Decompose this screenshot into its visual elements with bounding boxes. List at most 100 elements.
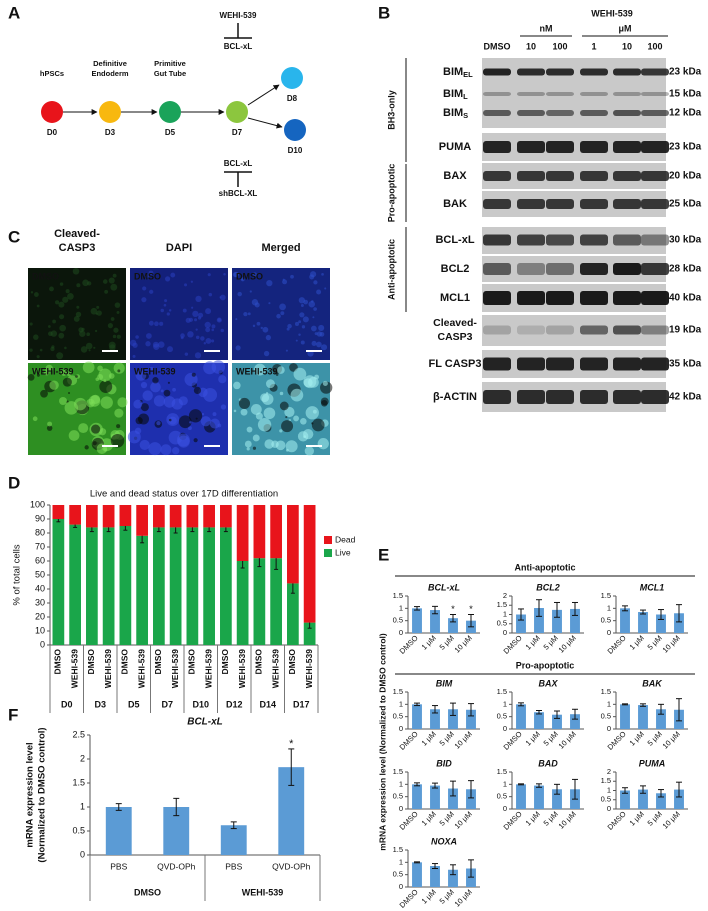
y-tick-label: 0 — [399, 628, 403, 637]
blot-row-label: BAX — [443, 170, 467, 182]
bar-segment — [303, 505, 316, 623]
molecular-weight: 12 kDa — [669, 108, 702, 119]
bar — [220, 825, 247, 855]
bar — [430, 785, 440, 809]
y-tick-label: 0.5 — [393, 870, 403, 879]
x-tick-label: DMSO — [187, 649, 197, 675]
micrograph-texture — [81, 327, 85, 332]
micrograph-texture — [240, 408, 248, 416]
molecular-weight: 15 kDa — [669, 89, 702, 100]
bar — [412, 704, 422, 729]
micrograph-texture — [281, 420, 294, 433]
blot-band — [641, 199, 669, 209]
micrograph-texture — [243, 311, 248, 317]
micrograph-texture — [285, 448, 289, 452]
micrograph-texture — [166, 413, 180, 426]
micrograph-texture — [311, 340, 317, 347]
micrograph-texture — [139, 439, 150, 450]
image-label: DMSO — [236, 271, 263, 281]
micrograph-texture — [284, 406, 295, 418]
micrograph-texture — [314, 332, 318, 336]
blot-row-label: BIMS — [443, 107, 468, 120]
micrograph-texture — [152, 377, 159, 384]
blot-band — [580, 291, 608, 305]
micrograph-texture — [49, 380, 59, 390]
blot-band — [546, 291, 574, 305]
bar-segment — [236, 505, 249, 561]
micrograph-texture — [93, 346, 96, 349]
inhibitor-label: shBCL-XL — [219, 189, 258, 198]
lane-label: 1 — [591, 41, 596, 51]
micrograph-texture — [208, 292, 213, 297]
blot-row-label: PUMA — [439, 141, 471, 153]
micrograph-texture — [260, 393, 270, 403]
blot-band — [546, 357, 574, 371]
micrograph-texture — [285, 349, 288, 352]
x-tick-label: 1 μM — [420, 887, 438, 905]
micrograph-texture — [110, 317, 115, 321]
micrograph-texture — [192, 310, 199, 318]
micrograph-texture — [313, 280, 318, 285]
bar — [412, 784, 422, 809]
micrograph-texture — [112, 273, 117, 278]
micrograph-texture — [312, 316, 315, 319]
x-tick-label: 1 μM — [628, 729, 646, 747]
legend-swatch — [324, 536, 332, 544]
blot-band — [517, 110, 545, 116]
micrograph-texture — [324, 287, 327, 290]
micrograph-texture — [98, 368, 112, 382]
micrograph-texture — [293, 367, 307, 381]
blot-band — [613, 171, 641, 181]
chart-title: BCL-xL — [428, 582, 460, 592]
micrograph-texture — [209, 418, 220, 429]
chart-title: Live and dead status over 17D differenti… — [90, 489, 278, 500]
y-tick-label: 0 — [399, 724, 403, 733]
micrograph-texture — [65, 289, 70, 294]
x-tick-label: WEHI-539 — [304, 649, 314, 688]
molecular-weight: 20 kDa — [669, 171, 702, 182]
micrograph-texture — [295, 339, 298, 342]
bar — [534, 785, 544, 809]
lane-label: 100 — [552, 41, 567, 51]
micrograph-texture — [191, 372, 196, 377]
protein-name: BIM — [443, 107, 463, 119]
y-tick-label: 2 — [80, 753, 85, 763]
y-tick-label: 40 — [35, 583, 45, 593]
blot-row-label: Cleaved- — [433, 317, 477, 329]
micrograph-texture — [116, 310, 120, 314]
micrograph-texture — [27, 373, 35, 381]
y-tick-label: 1 — [607, 699, 611, 708]
micrograph-texture — [79, 330, 86, 337]
micrograph-texture — [189, 421, 192, 424]
bar-segment — [102, 505, 115, 528]
bar — [466, 789, 476, 809]
micrograph-texture — [195, 335, 200, 340]
molecular-weight: 30 kDa — [669, 235, 702, 246]
micrograph-texture — [160, 308, 164, 313]
x-tick-label: 10 μM — [453, 887, 474, 908]
y-tick-label: 1.5 — [497, 767, 507, 776]
molecular-weight: 25 kDa — [669, 199, 702, 210]
micrograph-texture — [317, 438, 329, 450]
micrograph-texture — [116, 334, 121, 339]
micrograph-texture — [110, 283, 118, 291]
micrograph-texture — [249, 290, 252, 293]
micrograph-texture — [203, 342, 207, 345]
blot-band — [580, 325, 608, 335]
protein-isoform: EL — [463, 70, 473, 79]
micrograph-texture — [276, 313, 281, 319]
group-label: D17 — [293, 699, 310, 709]
bar — [448, 788, 458, 809]
bar-segment — [186, 505, 199, 528]
micrograph-texture — [95, 312, 98, 315]
micrograph-texture — [311, 300, 314, 303]
micrograph-texture — [311, 422, 314, 425]
x-tick-label: 1 μM — [524, 809, 542, 827]
blot-band — [517, 357, 545, 371]
micrograph-texture — [134, 427, 142, 435]
bar — [638, 789, 648, 809]
micrograph-texture — [91, 424, 101, 434]
micrograph-texture — [235, 318, 238, 321]
micrograph-texture — [266, 379, 275, 389]
